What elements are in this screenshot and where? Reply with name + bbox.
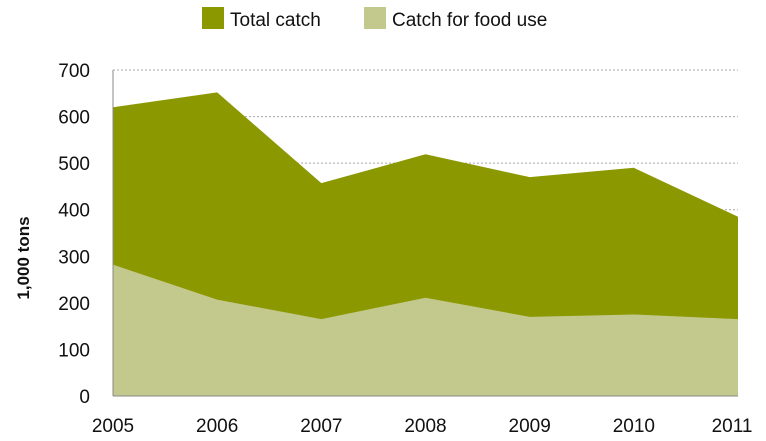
legend-label-total-catch: Total catch: [230, 10, 321, 31]
x-tick-label-2006: 2006: [196, 416, 238, 437]
x-tick-label-2007: 2007: [300, 416, 342, 437]
y-tick-label-0: 0: [79, 387, 90, 408]
y-tick-label-700: 700: [58, 61, 90, 82]
y-tick-label-300: 300: [58, 247, 90, 268]
legend-swatch-total-catch: [202, 7, 224, 29]
data-areas: [113, 92, 738, 397]
legend-label-catch-for-food-use: Catch for food use: [392, 10, 547, 31]
legend: Total catch Catch for food use: [202, 7, 547, 31]
y-tick-label-100: 100: [58, 340, 90, 361]
axes: [112, 70, 738, 397]
x-tick-label-2010: 2010: [613, 416, 655, 437]
y-tick-label-600: 600: [58, 108, 90, 129]
y-axis-label: 1,000 tons: [14, 216, 33, 299]
x-tick-label-2011: 2011: [712, 416, 753, 437]
x-axis-ticks: 2005 2006 2007 2008 2009 2010 2011: [92, 416, 753, 437]
y-tick-label-200: 200: [58, 294, 90, 315]
x-tick-label-2005: 2005: [92, 416, 134, 437]
x-tick-label-2008: 2008: [404, 416, 446, 437]
y-axis-ticks: 0 100 200 300 400 500 600 700: [58, 61, 90, 408]
area-series-catch-for-food-use: [113, 264, 738, 396]
y-tick-label-500: 500: [58, 154, 90, 175]
y-tick-label-400: 400: [58, 201, 90, 222]
legend-swatch-catch-for-food-use: [364, 7, 386, 29]
x-tick-label-2009: 2009: [509, 416, 551, 437]
